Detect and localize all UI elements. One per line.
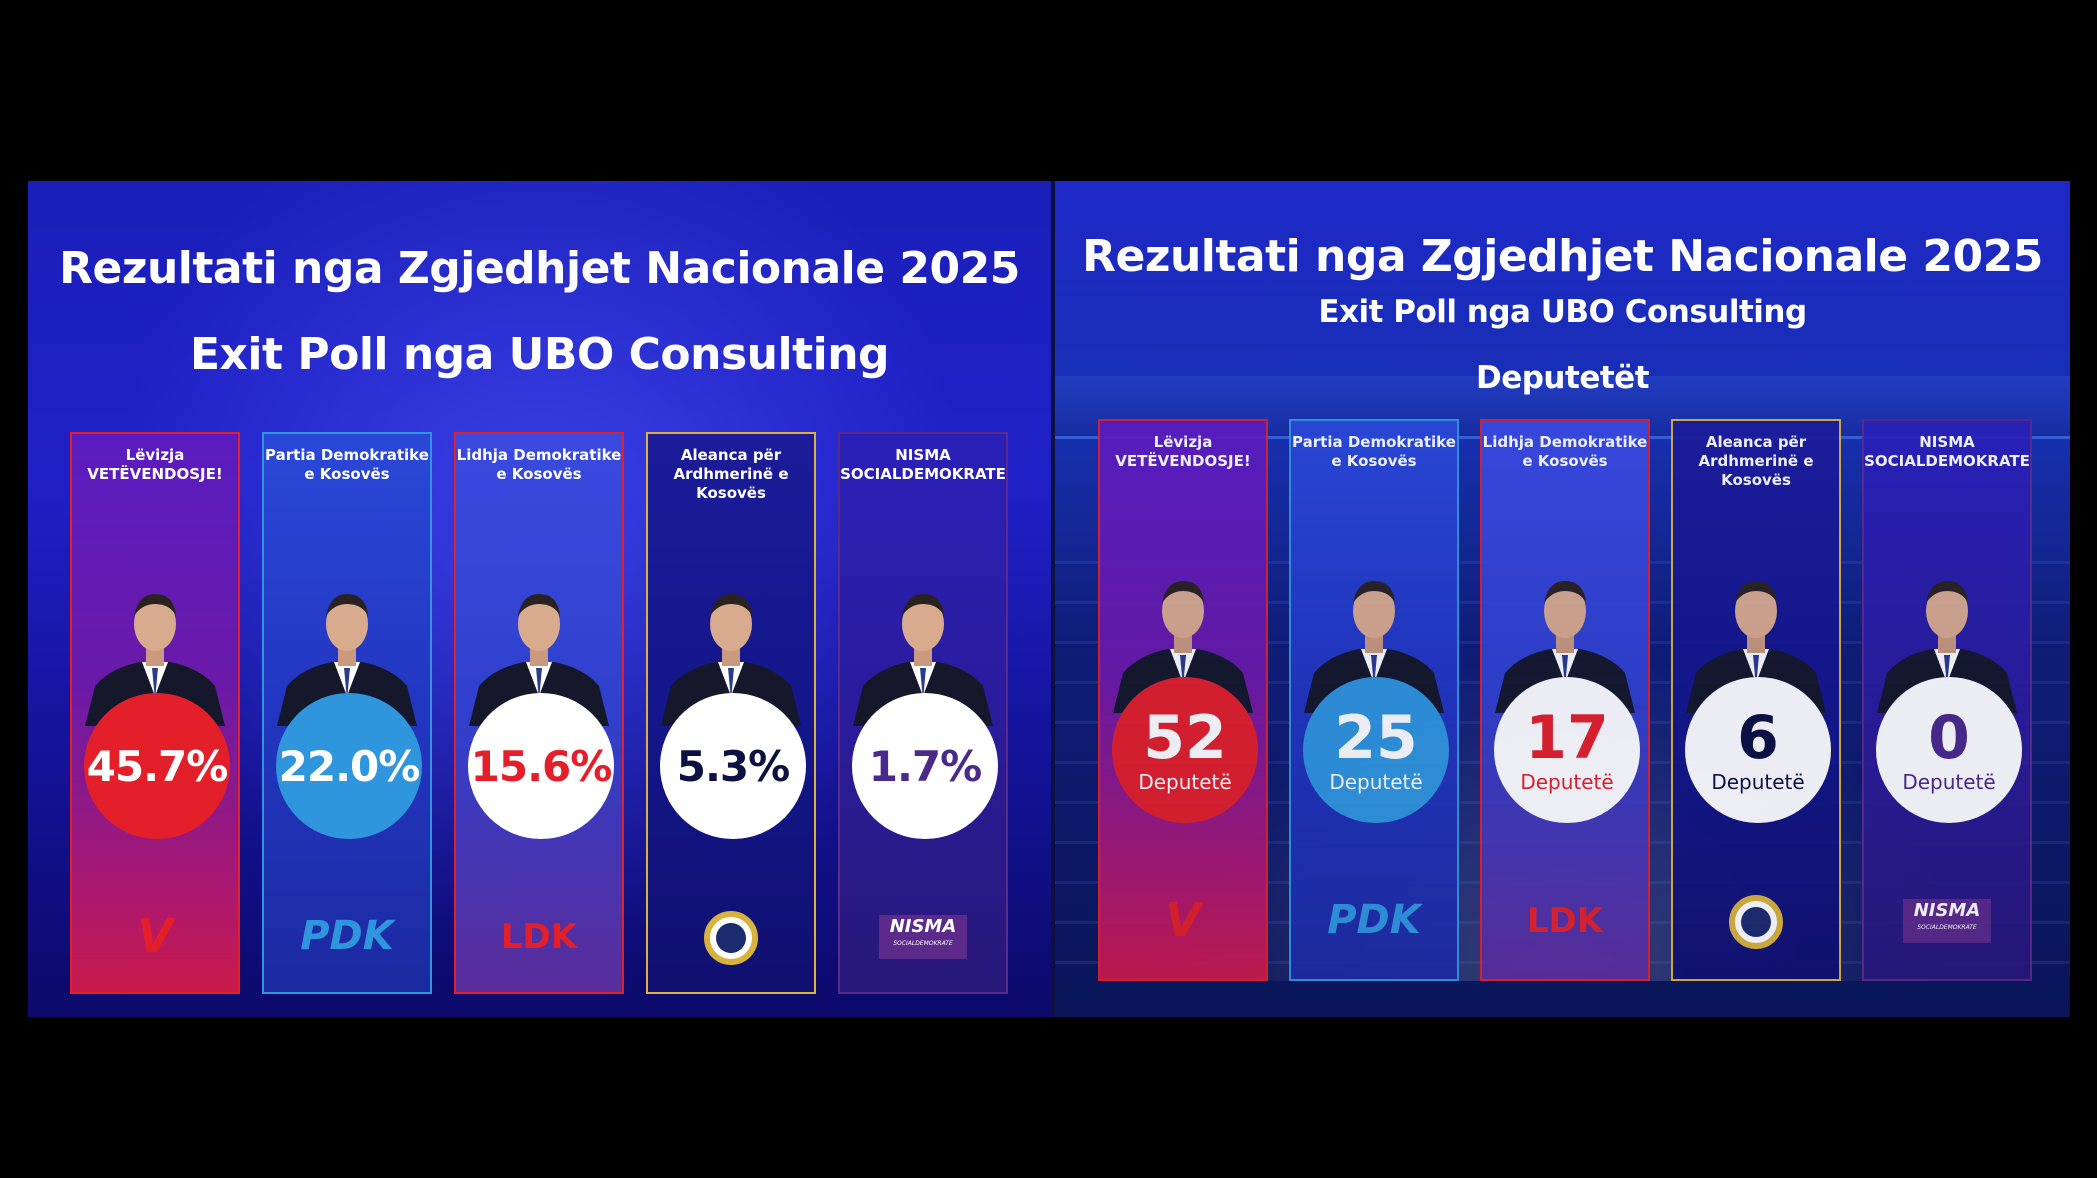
aak-seal-icon [1729,895,1783,949]
exit-poll-seats-panel: Rezultati nga Zgjedhjet Nacionale 2025 E… [1055,181,2070,1017]
vv-logo: V [1165,893,1201,947]
seat-label: Deputetë [1329,770,1423,794]
party-name-line2: Ardhmerinë e Kosovës [1698,452,1814,489]
party-name-line2: SOCIALDEMOKRATE [1864,452,2030,470]
percent-card: Partia Demokratike e Kosovës 22.0% PDK [262,432,432,994]
party-name-line2: e Kosovës [1331,452,1417,470]
seat-bubble: 17 Deputetë [1494,677,1640,823]
percent-bubble: 22.0% [276,693,422,839]
seat-card: NISMA SOCIALDEMOKRATE 0 Deputetë NISMA SOCIAL… [1862,419,2032,981]
percent-bubble: 45.7% [84,693,230,839]
percent-card: Lëvizja VETËVENDOSJE! 45.7% V [70,432,240,994]
pdk-logo: PDK [300,913,394,959]
vv-logo: V [137,909,173,963]
seat-card: Aleanca për Ardhmerinë e Kosovës 6 Deputetë [1671,419,1841,981]
seat-bubble: 6 Deputetë [1685,677,1831,823]
percent-bubble: 15.6% [468,693,614,839]
seat-count: 17 [1525,703,1609,773]
percent-card: NISMA SOCIALDEMOKRATE 1.7% NISMA SOCIALDEMOK… [838,432,1008,994]
seat-bubble: 52 Deputetë [1112,677,1258,823]
pdk-logo: PDK [1327,897,1421,943]
seat-card: Lëvizja VETËVENDOSJE! 52 Deputetë V [1098,419,1268,981]
percent-bubble: 1.7% [852,693,998,839]
party-name-line1: Aleanca për [1705,433,1807,451]
exit-poll-percent-panel: Rezultati nga Zgjedhjet Nacionale 2025 E… [28,181,1051,1017]
seat-label: Deputetë [1902,770,1996,794]
party-name-line1: NISMA [1919,433,1975,451]
nisma-logo: NISMA SOCIALDEMOKRATE [1903,899,1991,943]
seat-label: Deputetë [1138,770,1232,794]
nisma-logo: NISMA SOCIALDEMOKRATE [879,915,967,959]
party-name-line1: Lëvizja [125,446,185,464]
left-title: Rezultati nga Zgjedhjet Nacionale 2025 [59,243,1020,294]
party-name-line2: VETËVENDOSJE! [87,465,223,483]
seat-count: 0 [1928,703,1970,773]
right-subtitle: Exit Poll nga UBO Consulting [1318,294,1807,330]
party-name-line1: Partia Demokratike [1292,433,1456,451]
seat-card: Lidhja Demokratike e Kosovës 17 Deputetë LDK [1480,419,1650,981]
right-section-label: Deputetët [1475,360,1650,396]
party-name-line2: VETËVENDOSJE! [1115,452,1251,470]
panel-divider [1051,181,1055,1017]
seat-label: Deputetë [1711,770,1805,794]
ldk-logo: LDK [1526,901,1604,941]
seat-bubble: 0 Deputetë [1876,677,2022,823]
seat-label: Deputetë [1520,770,1614,794]
party-name-line1: Lidhja Demokratike [1482,433,1648,451]
party-name-line1: Lidhja Demokratike [456,446,622,464]
percent-card: Aleanca për Ardhmerinë e Kosovës 5.3% [646,432,816,994]
party-name-line1: NISMA [895,446,951,464]
aak-seal-icon [704,911,758,965]
party-name-line1: Partia Demokratike [265,446,429,464]
seat-bubble: 25 Deputetë [1303,677,1449,823]
percent-bubble: 5.3% [660,693,806,839]
party-name-line2: e Kosovës [1522,452,1608,470]
left-subtitle: Exit Poll nga UBO Consulting [189,329,890,380]
party-name-line2: Ardhmerinë e Kosovës [673,465,789,502]
ldk-logo: LDK [500,917,578,957]
seat-count: 6 [1737,703,1779,773]
party-name-line2: SOCIALDEMOKRATE [840,465,1006,483]
right-title: Rezultati nga Zgjedhjet Nacionale 2025 [1082,231,2043,282]
seat-card: Partia Demokratike e Kosovës 25 Deputetë PDK [1289,419,1459,981]
party-name-line1: Aleanca për [680,446,782,464]
party-name-line2: e Kosovës [304,465,390,483]
party-name-line1: Lëvizja [1153,433,1213,451]
seat-count: 52 [1143,703,1227,773]
percent-card: Lidhja Demokratike e Kosovës 15.6% LDK [454,432,624,994]
seat-count: 25 [1334,703,1418,773]
party-name-line2: e Kosovës [496,465,582,483]
